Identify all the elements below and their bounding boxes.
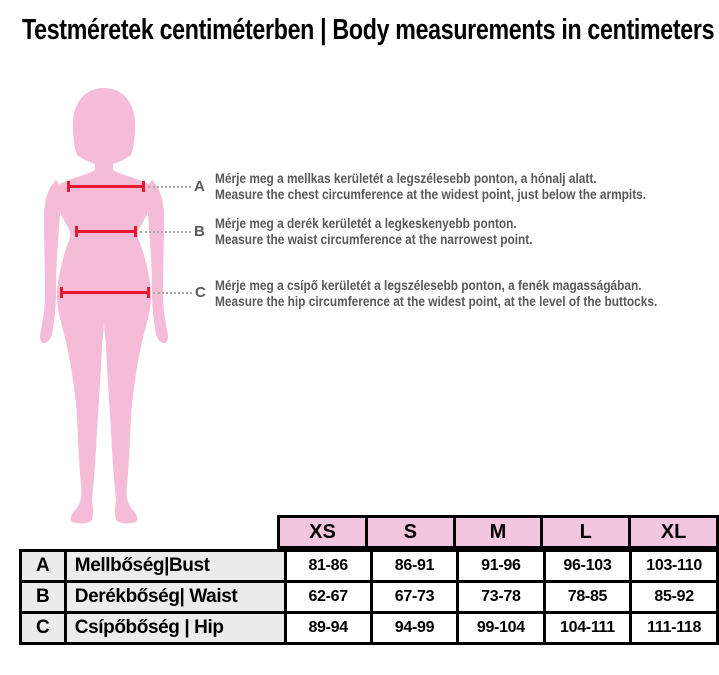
row-key-c: C (19, 611, 67, 645)
waist-xs: 62-67 (283, 580, 373, 614)
row-name-bust: Mellbőség|Bust (63, 549, 287, 583)
row-name-hip: Csípőbőség | Hip (63, 611, 287, 645)
hip-instruction-en: Measure the hip circumference at the wid… (215, 294, 658, 310)
left-arm-shape (40, 180, 61, 343)
measurement-diagram: A B C Mérje meg a mellkas kerületét a le… (0, 80, 719, 550)
label-b: B (194, 223, 205, 240)
chest-instruction-en: Measure the chest circumference at the w… (215, 187, 647, 203)
hip-xl: 111-118 (629, 611, 719, 645)
waist-dotted-connector (140, 231, 191, 233)
hip-xs: 89-94 (283, 611, 373, 645)
female-silhouette-image (40, 88, 168, 524)
page-title: Testméretek centiméterben | Body measure… (22, 14, 715, 46)
hip-l: 104-111 (542, 611, 633, 645)
size-col-s: S (364, 515, 456, 549)
size-col-xs: XS (277, 515, 368, 549)
hip-instruction-hu: Mérje meg a csípő kerületét a legszélese… (215, 278, 642, 293)
table-row-bust: A Mellbőség|Bust 81-86 86-91 91-96 96-10… (19, 549, 719, 583)
chest-instruction-hu: Mérje meg a mellkas kerületét a legszéle… (215, 171, 597, 186)
right-arm-shape (147, 180, 168, 343)
measurement-table: A Mellbőség|Bust 81-86 86-91 91-96 96-10… (19, 549, 719, 645)
size-header-row: XS S M L XL (277, 515, 719, 549)
waist-instruction-hu: Mérje meg a derék kerületét a legkeskeny… (215, 216, 517, 231)
chest-dotted-connector (148, 186, 191, 188)
row-key-a: A (19, 549, 67, 583)
hip-m: 99-104 (456, 611, 546, 645)
chest-instructions: Mérje meg a mellkas kerületét a legszéle… (215, 171, 708, 203)
label-a: A (194, 178, 205, 195)
size-col-l: L (540, 515, 632, 549)
bust-l: 96-103 (542, 549, 633, 583)
row-name-waist: Derékbőség| Waist (63, 580, 287, 614)
waist-instructions: Mérje meg a derék kerületét a legkeskeny… (215, 216, 708, 248)
waist-s: 67-73 (369, 580, 460, 614)
waist-m: 73-78 (456, 580, 546, 614)
hip-dotted-connector (153, 292, 192, 294)
table-row-waist: B Derékbőség| Waist 62-67 67-73 73-78 78… (19, 580, 719, 614)
waist-instruction-en: Measure the waist circumference at the n… (215, 232, 533, 248)
bust-xs: 81-86 (283, 549, 373, 583)
bust-xl: 103-110 (629, 549, 719, 583)
hip-measure-line (60, 287, 150, 298)
table-row-hip: C Csípőbőség | Hip 89-94 94-99 99-104 10… (19, 611, 719, 645)
bust-m: 91-96 (456, 549, 546, 583)
waist-l: 78-85 (542, 580, 633, 614)
label-c: C (195, 284, 206, 301)
hip-s: 94-99 (369, 611, 460, 645)
size-col-xl: XL (628, 515, 719, 549)
hip-instructions: Mérje meg a csípő kerületét a legszélese… (215, 278, 708, 310)
waist-measure-line (75, 226, 137, 237)
waist-xl: 85-92 (629, 580, 719, 614)
chest-measure-line (67, 181, 145, 192)
bust-s: 86-91 (369, 549, 460, 583)
row-key-b: B (19, 580, 67, 614)
body-shape (54, 88, 154, 524)
size-col-m: M (452, 515, 544, 549)
